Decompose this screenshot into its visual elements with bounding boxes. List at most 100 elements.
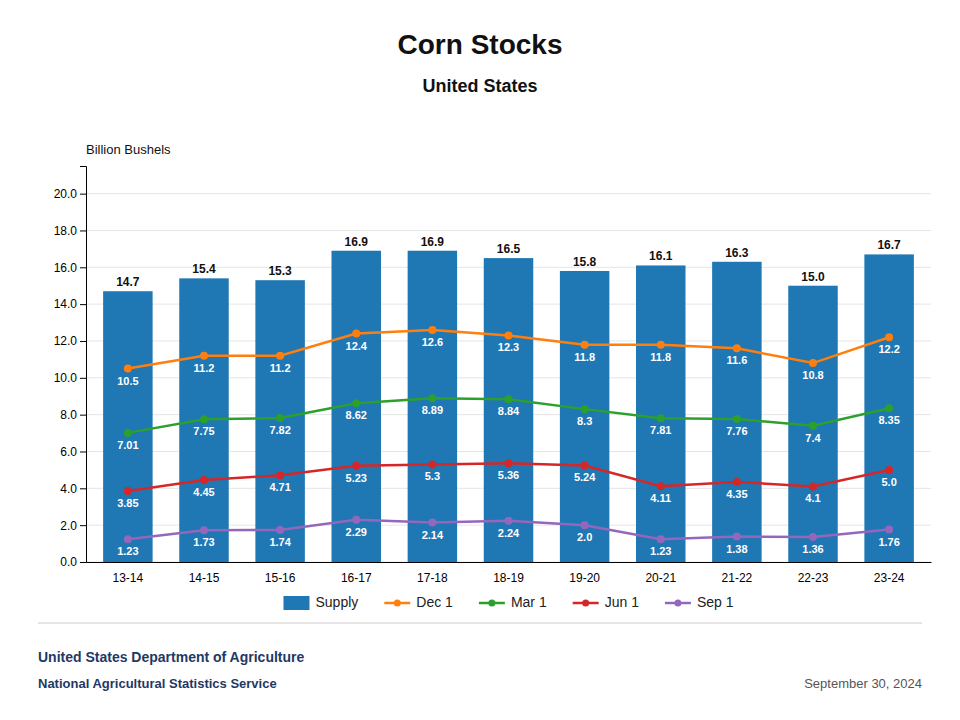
x-tick-label: 14-15 bbox=[189, 571, 220, 585]
y-tick-label: 8.0 bbox=[60, 408, 77, 422]
data-label: 5.24 bbox=[574, 471, 596, 483]
data-label: 2.0 bbox=[577, 531, 592, 543]
marker bbox=[885, 466, 893, 474]
legend-marker bbox=[394, 600, 401, 607]
y-tick-mark bbox=[80, 304, 86, 305]
y-tick-mark bbox=[80, 451, 86, 452]
y-tick: 8.0 bbox=[60, 408, 86, 422]
data-label: 1.73 bbox=[193, 536, 214, 548]
data-label: 1.23 bbox=[650, 545, 671, 557]
x-tick: 19-20 bbox=[569, 571, 600, 585]
data-label: 7.01 bbox=[117, 439, 138, 451]
legend-item: Dec 1 bbox=[384, 594, 453, 610]
data-label: 4.45 bbox=[193, 486, 214, 498]
marker bbox=[733, 478, 741, 486]
data-label: 4.1 bbox=[805, 492, 820, 504]
x-tick: 23-24 bbox=[874, 571, 905, 585]
x-tick-label: 16-17 bbox=[341, 571, 372, 585]
marker bbox=[276, 526, 284, 534]
marker bbox=[809, 482, 817, 490]
data-label: 12.4 bbox=[346, 340, 368, 352]
data-label: 7.76 bbox=[726, 425, 747, 437]
subtitle: United States bbox=[422, 76, 537, 96]
data-label: 14.7 bbox=[116, 275, 140, 289]
data-label: 16.5 bbox=[497, 242, 521, 256]
x-axis: 13-1414-1515-1616-1717-1818-1919-2020-21… bbox=[87, 563, 932, 585]
chart: Corn StocksUnited StatesBillion Bushels0… bbox=[0, 0, 960, 720]
x-tick-label: 23-24 bbox=[874, 571, 905, 585]
bar bbox=[712, 262, 761, 562]
y-axis-title: Billion Bushels bbox=[86, 142, 171, 157]
legend-label: Sep 1 bbox=[697, 594, 734, 610]
x-tick-label: 15-16 bbox=[265, 571, 296, 585]
marker bbox=[352, 399, 360, 407]
series-bar bbox=[103, 251, 914, 562]
marker bbox=[200, 476, 208, 484]
series-line bbox=[124, 326, 893, 373]
data-label: 15.3 bbox=[268, 264, 292, 278]
x-tick-label: 22-23 bbox=[798, 571, 829, 585]
data-label: 7.82 bbox=[269, 424, 290, 436]
legend-item: Mar 1 bbox=[479, 594, 547, 610]
bar bbox=[103, 291, 152, 562]
data-label: 2.24 bbox=[498, 527, 520, 539]
data-label: 15.0 bbox=[801, 270, 825, 284]
data-label: 1.76 bbox=[878, 536, 899, 548]
marker bbox=[428, 326, 436, 334]
data-label: 12.2 bbox=[878, 343, 899, 355]
data-label: 5.23 bbox=[346, 472, 367, 484]
marker bbox=[428, 460, 436, 468]
legend-label: Mar 1 bbox=[511, 594, 547, 610]
x-tick: 20-21 bbox=[645, 571, 676, 585]
x-tick: 13-14 bbox=[113, 571, 144, 585]
data-label: 7.75 bbox=[193, 425, 214, 437]
y-tick: 12.0 bbox=[54, 334, 86, 348]
data-label: 15.4 bbox=[192, 262, 216, 276]
data-label: 2.14 bbox=[422, 529, 444, 541]
marker bbox=[809, 422, 817, 430]
line bbox=[128, 398, 889, 433]
legend-swatch bbox=[283, 596, 309, 610]
data-label: 5.0 bbox=[881, 476, 896, 488]
marker bbox=[276, 414, 284, 422]
grid-line bbox=[86, 193, 931, 194]
grid bbox=[86, 194, 931, 562]
data-label: 4.71 bbox=[269, 481, 290, 493]
marker bbox=[733, 533, 741, 541]
data-label: 2.29 bbox=[346, 526, 367, 538]
y-tick-mark bbox=[80, 267, 86, 268]
marker bbox=[657, 482, 665, 490]
y-tick-label: 12.0 bbox=[54, 334, 78, 348]
y-tick: 0.0 bbox=[60, 555, 86, 569]
marker bbox=[276, 471, 284, 479]
y-tick-mark bbox=[80, 194, 86, 195]
footer-org: United States Department of Agriculture bbox=[38, 649, 305, 665]
marker bbox=[124, 365, 132, 373]
y-tick: 14.0 bbox=[54, 297, 86, 311]
data-label: 11.8 bbox=[650, 351, 671, 363]
marker bbox=[733, 415, 741, 423]
footer-rule bbox=[38, 623, 922, 624]
data-label: 5.3 bbox=[425, 470, 440, 482]
x-tick: 22-23 bbox=[798, 571, 829, 585]
marker bbox=[581, 405, 589, 413]
y-tick-mark bbox=[80, 488, 86, 489]
marker bbox=[124, 535, 132, 543]
data-labels: 14.715.415.316.916.916.515.816.116.315.0… bbox=[116, 235, 901, 558]
marker bbox=[657, 414, 665, 422]
data-label: 16.3 bbox=[725, 246, 749, 260]
y-tick: 2.0 bbox=[60, 519, 86, 533]
data-label: 8.84 bbox=[498, 405, 520, 417]
marker bbox=[505, 459, 513, 467]
x-tick: 21-22 bbox=[722, 571, 753, 585]
x-tick: 14-15 bbox=[189, 571, 220, 585]
x-tick-label: 13-14 bbox=[113, 571, 144, 585]
y-tick-label: 0.0 bbox=[60, 555, 77, 569]
series-line bbox=[124, 394, 893, 437]
y-tick-label: 4.0 bbox=[60, 482, 77, 496]
data-label: 8.89 bbox=[422, 404, 443, 416]
data-label: 7.81 bbox=[650, 424, 671, 436]
marker bbox=[352, 462, 360, 470]
y-tick: 6.0 bbox=[60, 445, 86, 459]
marks bbox=[103, 251, 914, 562]
